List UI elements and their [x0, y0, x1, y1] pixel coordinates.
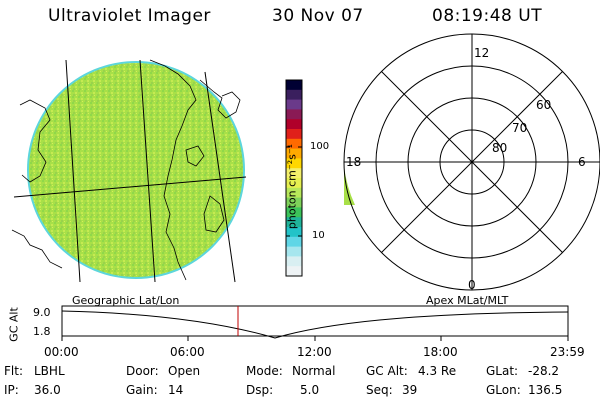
polar-plot	[343, 33, 600, 291]
colorbar-segment	[286, 207, 302, 218]
seq-value: 39	[402, 383, 418, 397]
mlt-0-label: 0	[468, 278, 476, 292]
colorbar-segment	[286, 109, 302, 120]
gain-label: Gain:	[126, 383, 158, 397]
dsp-value: 5.0	[300, 383, 320, 397]
colorbar-segment	[286, 99, 302, 110]
colorbar-segment	[286, 187, 302, 199]
colorbar-segment	[286, 236, 302, 248]
x-tick: 06:00	[170, 345, 205, 359]
coastline	[185, 145, 205, 167]
colorbar-segment	[286, 80, 302, 91]
colorbar-segment	[286, 178, 302, 189]
colorbar-segment	[286, 246, 302, 257]
colorbar-segment	[286, 119, 302, 130]
mode-label: Mode:	[246, 364, 283, 378]
lat-70-label: 70	[512, 121, 528, 135]
glat-label: GLat:	[486, 364, 519, 378]
colorbar-frame	[285, 79, 303, 277]
coastline	[199, 79, 241, 119]
mlt-12-label: 12	[474, 46, 490, 60]
colorbar-segment	[286, 217, 302, 228]
colorbar-segment	[286, 266, 302, 277]
colorbar-unit-label: photon cm⁻²s⁻¹	[285, 143, 299, 230]
ip-label: IP:	[4, 383, 19, 397]
date-label: 30 Nov 07	[272, 6, 364, 26]
colorbar-tick-10: 10	[312, 230, 325, 241]
lat-80-label: 80	[492, 141, 508, 155]
mlt-18-label: 18	[346, 155, 362, 169]
door-value: Open	[168, 364, 201, 378]
x-tick: 18:00	[423, 345, 458, 359]
orbit-plot	[61, 305, 569, 341]
earth-image	[11, 59, 247, 283]
x-tick: 00:00	[44, 345, 79, 359]
coastline	[11, 229, 63, 269]
colorbar-tick-100: 100	[310, 141, 330, 152]
colorbar	[286, 80, 302, 277]
geographic-label: Geographic Lat/Lon	[72, 294, 180, 307]
glon-value: 136.5	[528, 383, 563, 397]
coastline	[203, 195, 225, 233]
mode-value: Normal	[292, 364, 336, 378]
dsp-label: Dsp:	[246, 383, 274, 397]
mlt-6-label: 6	[578, 155, 586, 169]
colorbar-segment	[286, 148, 302, 159]
x-tick: 23:59	[550, 345, 585, 359]
coastline	[19, 99, 51, 183]
orbit-ymin: 1.8	[33, 325, 51, 338]
instrument-title: Ultraviolet Imager	[48, 6, 211, 26]
flt-label: Flt:	[4, 364, 23, 378]
colorbar-segment	[286, 168, 302, 179]
coastline	[149, 59, 197, 281]
colorbar-segment	[286, 227, 302, 238]
glat-value: -28.2	[528, 364, 560, 378]
x-tick: 12:00	[297, 345, 332, 359]
colorbar-segment	[286, 256, 302, 267]
colorbar-segment	[286, 158, 302, 169]
apex-label: Apex MLat/MLT	[426, 294, 509, 307]
lat-60-label: 60	[536, 98, 552, 112]
seq-label: Seq:	[366, 383, 393, 397]
glon-label: GLon:	[486, 383, 521, 397]
gain-value: 14	[168, 383, 184, 397]
colorbar-segment	[286, 138, 302, 150]
ip-value: 36.0	[34, 383, 61, 397]
colorbar-segment	[286, 197, 302, 208]
time-label: 08:19:48 UT	[432, 6, 543, 26]
colorbar-segment	[286, 129, 302, 140]
flt-value: LBHL	[34, 364, 65, 378]
colorbar-segment	[286, 89, 302, 101]
orbit-ymax: 9.0	[33, 306, 51, 319]
door-label: Door:	[126, 364, 159, 378]
gcalt-label: GC Alt:	[366, 364, 408, 378]
gcalt-value: 4.3 Re	[418, 364, 457, 378]
orbit-axis-title: GC Alt	[7, 307, 21, 342]
